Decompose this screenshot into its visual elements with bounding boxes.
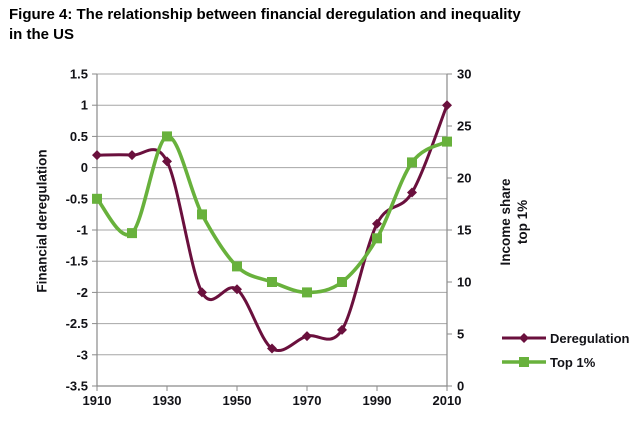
- marker-square-top-1: [232, 261, 242, 272]
- legend-marker-diamond: [519, 333, 529, 343]
- marker-square-top-1: [127, 228, 137, 239]
- marker-diamond-deregulation: [92, 150, 102, 161]
- right-axis-title-line2: top 1%: [515, 199, 530, 245]
- right-axis-tick-label: 20: [457, 171, 471, 186]
- marker-diamond-deregulation: [407, 187, 417, 198]
- right-axis-tick-label: 30: [457, 67, 471, 82]
- marker-square-top-1: [92, 193, 102, 204]
- left-axis-tick-label: 1.5: [70, 67, 88, 82]
- series-deregulation: [92, 100, 452, 354]
- right-axis-tick-label: 0: [457, 379, 464, 394]
- figure-title: Figure 4: The relationship between finan…: [9, 5, 521, 45]
- series-line-deregulation: [96, 104, 449, 352]
- marker-diamond-deregulation: [337, 324, 347, 335]
- legend-label-deregulation: Deregulation: [550, 330, 630, 346]
- right-axis-tick-label: 15: [457, 223, 471, 238]
- left-axis-tick-label: -1.5: [66, 254, 88, 269]
- legend-swatch-top1: [502, 357, 546, 367]
- left-axis-title: Financial deregulation: [34, 149, 50, 293]
- marker-square-top-1: [442, 136, 452, 147]
- left-axis-tick-label: -2: [76, 285, 88, 300]
- left-axis-tick-label: 0.5: [70, 129, 88, 144]
- right-axis-title: Income share top 1%: [498, 178, 532, 265]
- marker-diamond-deregulation: [232, 284, 242, 295]
- legend-item-deregulation: Deregulation: [501, 326, 629, 350]
- left-axis-tick-label: -0.5: [66, 191, 88, 206]
- legend-label-top1: Top 1%: [550, 354, 596, 370]
- series-top-1: [92, 131, 452, 298]
- figure-title-line2: in the US: [9, 25, 75, 43]
- marker-diamond-deregulation: [442, 100, 452, 111]
- x-axis-tick-label: 1990: [363, 393, 392, 408]
- marker-diamond-deregulation: [197, 287, 207, 298]
- marker-square-top-1: [162, 131, 172, 142]
- x-axis-tick-label: 1950: [223, 393, 252, 408]
- legend-item-top1: Top 1%: [501, 350, 629, 374]
- marker-diamond-deregulation: [267, 343, 277, 354]
- legend-swatch-deregulation: [502, 333, 546, 343]
- marker-square-top-1: [302, 287, 312, 298]
- legend-marker-square: [519, 357, 529, 367]
- left-axis-tick-label: -3: [76, 347, 88, 362]
- left-axis-tick-label: -2.5: [66, 316, 88, 331]
- marker-diamond-deregulation: [127, 150, 137, 161]
- left-axis-tick-label: -3.5: [66, 379, 88, 394]
- marker-square-top-1: [197, 209, 207, 220]
- right-axis-tick-label: 25: [457, 119, 471, 134]
- x-axis-tick-label: 1970: [293, 393, 322, 408]
- x-axis-tick-label: 1910: [83, 393, 112, 408]
- right-axis-tick-label: 10: [457, 275, 471, 290]
- left-axis-tick-label: 1: [81, 98, 88, 113]
- x-axis-tick-label: 2010: [433, 393, 462, 408]
- marker-square-top-1: [407, 157, 417, 168]
- left-axis-tick-label: -1: [76, 223, 88, 238]
- marker-square-top-1: [372, 233, 382, 244]
- marker-diamond-deregulation: [302, 331, 312, 342]
- marker-square-top-1: [337, 277, 347, 287]
- series-line-top-1: [95, 134, 448, 295]
- legend: Deregulation Top 1%: [501, 326, 629, 374]
- right-axis-tick-label: 5: [457, 327, 464, 342]
- marker-square-top-1: [267, 277, 277, 287]
- left-axis-tick-label: 0: [81, 160, 88, 175]
- x-axis-tick-label: 1930: [153, 393, 182, 408]
- marker-diamond-deregulation: [162, 156, 172, 167]
- right-axis-title-line1: Income share: [498, 178, 514, 266]
- figure-title-line1: Figure 4: The relationship between finan…: [9, 6, 521, 23]
- marker-diamond-deregulation: [372, 218, 382, 229]
